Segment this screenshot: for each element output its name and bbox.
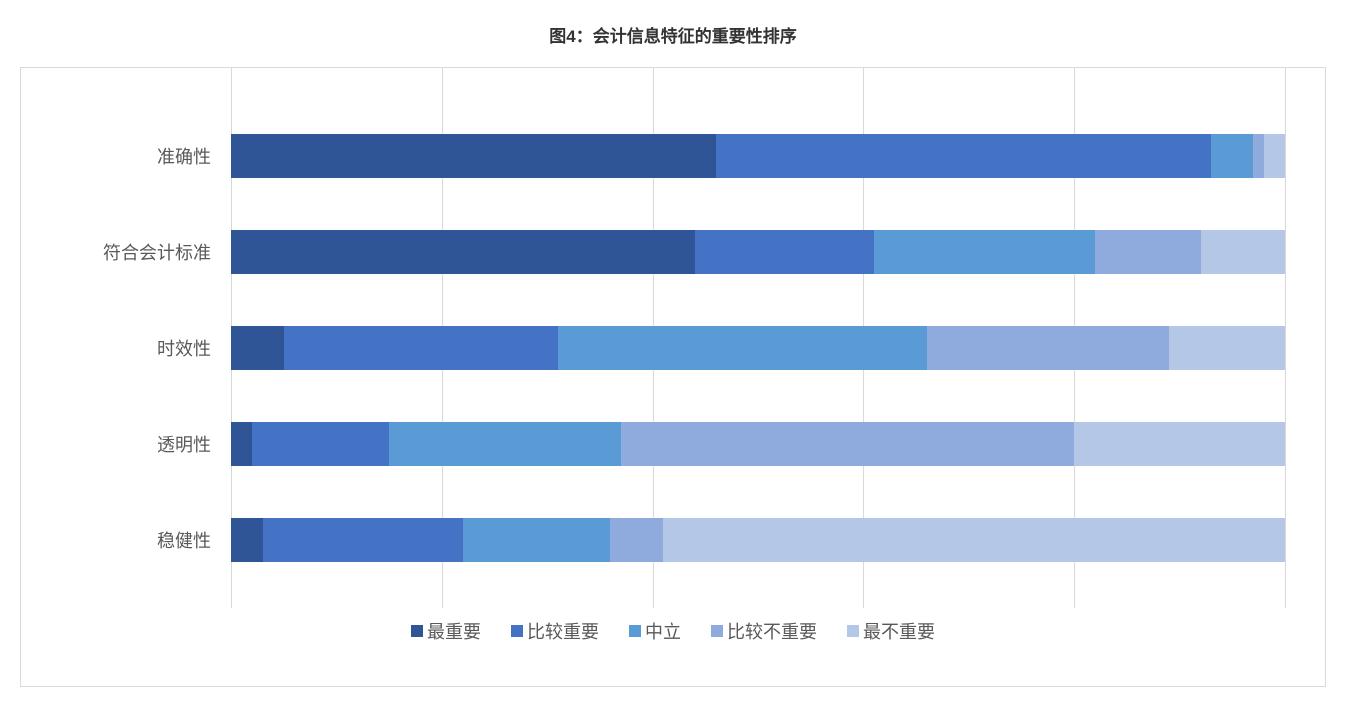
bar-track [231,326,1285,370]
bar-segment [263,518,463,562]
gridline [1285,68,1286,608]
legend-item: 最重要 [411,618,481,644]
bar-segment [663,518,1285,562]
legend-swatch [629,625,641,637]
legend-swatch [847,625,859,637]
bar-segment [389,422,621,466]
category-label: 稳健性 [51,527,221,553]
legend-item: 比较不重要 [711,618,817,644]
bar-row: 准确性 [231,108,1285,204]
bar-track [231,134,1285,178]
bar-track [231,422,1285,466]
bar-segment [1095,230,1200,274]
bar-segment [1074,422,1285,466]
legend-swatch [411,625,423,637]
bar-segment [927,326,1169,370]
bar-segment [716,134,1211,178]
bar-row: 时效性 [231,300,1285,396]
plot-area: 准确性符合会计标准时效性透明性稳健性 [231,108,1285,588]
legend-swatch [511,625,523,637]
bar-row: 透明性 [231,396,1285,492]
chart-title: 图4：会计信息特征的重要性排序 [0,0,1346,67]
bar-segment [695,230,874,274]
bar-segment [621,422,1074,466]
bar-segment [1264,134,1285,178]
category-label: 时效性 [51,335,221,361]
category-label: 符合会计标准 [51,239,221,265]
bar-segment [610,518,663,562]
bar-track [231,230,1285,274]
legend-item: 中立 [629,618,681,644]
legend-label: 最重要 [427,618,481,644]
category-label: 透明性 [51,431,221,457]
bar-segment [1211,134,1253,178]
bar-row: 稳健性 [231,492,1285,588]
legend-item: 最不重要 [847,618,935,644]
bar-row: 符合会计标准 [231,204,1285,300]
bar-segment [252,422,389,466]
bar-segment [231,422,252,466]
legend-label: 中立 [645,618,681,644]
legend-swatch [711,625,723,637]
bar-segment [463,518,611,562]
legend-item: 比较重要 [511,618,599,644]
category-label: 准确性 [51,143,221,169]
bar-segment [231,518,263,562]
chart-container: 准确性符合会计标准时效性透明性稳健性 最重要比较重要中立比较不重要最不重要 [20,67,1326,687]
bar-segment [1169,326,1285,370]
legend-label: 比较重要 [527,618,599,644]
legend-label: 最不重要 [863,618,935,644]
legend-label: 比较不重要 [727,618,817,644]
bar-segment [284,326,558,370]
legend: 最重要 比较重要 中立 比较不重要 最不重要 [51,618,1295,644]
bar-segment [558,326,927,370]
bar-segment [231,230,695,274]
bar-track [231,518,1285,562]
bar-segment [231,326,284,370]
bar-segment [1201,230,1285,274]
bar-segment [874,230,1095,274]
bar-segment [231,134,716,178]
bar-segment [1253,134,1264,178]
